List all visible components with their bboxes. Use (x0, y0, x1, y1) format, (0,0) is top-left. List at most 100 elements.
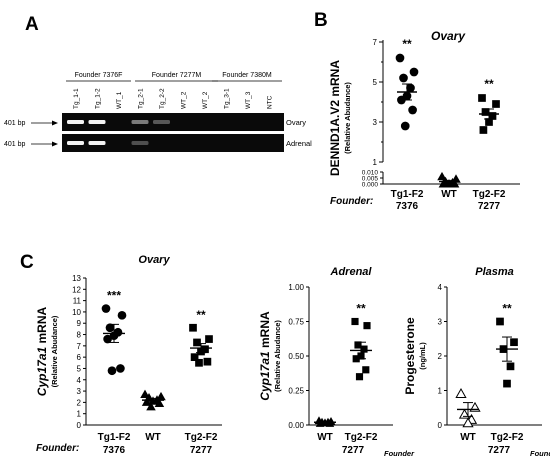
panel-a: A Founder 7376F Founder 7277M Founder 7380… (4, 14, 312, 152)
data-point (503, 379, 511, 388)
gel-band (88, 141, 106, 145)
y-axis-sublabel: (Relative Abudance) (273, 320, 282, 392)
y-tick-label: 12 (72, 285, 81, 294)
founder-label: Founder 7277M (152, 72, 202, 79)
data-point (107, 366, 117, 376)
y-tick-label: 9 (77, 319, 82, 328)
x-tick-label: Tg2-F2 (473, 189, 506, 200)
y-tick-label: 0.010 (362, 170, 379, 177)
founder-subscript: Founder (530, 449, 550, 458)
x-tick-label: WT (441, 189, 457, 200)
y-tick-label: 6 (77, 353, 82, 362)
data-point (462, 417, 474, 428)
data-point (363, 322, 371, 330)
significance-label: ** (356, 302, 366, 316)
y-tick-label: 1 (438, 387, 443, 396)
y-tick-label: 0.50 (288, 352, 304, 361)
gel-band (153, 120, 170, 124)
chart-title: Adrenal (330, 266, 373, 278)
data-point (195, 358, 203, 367)
lane-label: Tg_3-1 (224, 88, 231, 109)
significance-label: *** (107, 289, 121, 303)
panel-c-letter: C (20, 252, 34, 273)
data-point (154, 398, 165, 408)
data-point (203, 357, 212, 366)
data-point (355, 373, 364, 381)
y-tick-label: 10 (72, 308, 81, 317)
data-point (201, 345, 209, 354)
gel-strip (62, 113, 284, 131)
data-point (455, 388, 467, 398)
founder-label: Founder 7380M (222, 72, 272, 79)
x-tick-label: 7277 (190, 445, 213, 456)
data-point (193, 338, 201, 347)
y-tick-label: 0.25 (288, 387, 304, 396)
y-tick-label: 0.000 (362, 182, 379, 189)
y-tick-label: 1 (77, 410, 82, 419)
lane-label: Tg_2-2 (159, 88, 166, 109)
y-axis-label-gene: Cyp17a1 (35, 347, 49, 397)
y-axis-label-gene: Cyp17a1 (258, 351, 272, 401)
chart-title: Plasma (475, 266, 514, 278)
x-tick-label: Tg2-F2 (491, 432, 524, 443)
x-tick-label: Tg2-F2 (345, 432, 378, 443)
data-point (117, 310, 127, 320)
x-tick-label: Tg1-F2 (98, 432, 131, 443)
data-point (395, 53, 405, 63)
y-tick-label: 1 (373, 158, 378, 167)
data-point (397, 95, 406, 105)
significance-label: ** (196, 308, 206, 322)
x-tick-label: WT (460, 432, 476, 443)
x-tick-label: WT (145, 432, 161, 443)
data-point (190, 353, 199, 362)
y-tick-label: 7 (373, 38, 378, 47)
data-point (496, 317, 504, 326)
y-tick-label: 4 (438, 283, 443, 292)
data-point (481, 108, 490, 116)
data-point (141, 397, 152, 406)
lane-label: WT_2 (202, 91, 209, 109)
data-point (408, 105, 417, 115)
gel-band (131, 120, 149, 124)
data-point (360, 345, 368, 353)
arrow-head (52, 141, 58, 147)
x-tick-label: WT (317, 432, 333, 443)
data-point (105, 323, 115, 333)
founder-label: Founder 7376F (75, 72, 123, 79)
data-point (406, 83, 415, 93)
data-point (409, 67, 419, 77)
data-point (205, 335, 213, 343)
y-tick-label: 5 (373, 78, 378, 87)
panel-b-ylabel-sub: (Relative Abudance) (343, 82, 352, 154)
panel-b-founder-label: Founder: (330, 196, 373, 207)
chart-title: Ovary (138, 254, 170, 266)
y-tick-label: 0 (77, 421, 82, 430)
gel-band (88, 120, 106, 124)
data-point (506, 362, 515, 371)
y-axis-label-unit: mRNA (258, 311, 272, 351)
lane-label: Tg_1-1 (73, 88, 80, 109)
significance-label: ** (402, 37, 412, 51)
y-axis-sublabel: (ng/mL) (418, 342, 427, 370)
band-size-label: 401 bp (4, 141, 26, 148)
data-point (492, 100, 500, 108)
lane-label: Tg_2-1 (138, 88, 145, 109)
data-point (351, 317, 359, 326)
band-size-label: 401 bp (4, 120, 26, 127)
y-tick-label: 4 (77, 376, 82, 385)
data-point (146, 402, 156, 411)
y-tick-label: 11 (73, 297, 82, 306)
lane-label: Tg_1-2 (95, 88, 102, 109)
lane-label: WT_2 (181, 91, 188, 109)
founder-subscript: Founder (384, 449, 415, 458)
lane-label: WT_1 (116, 91, 123, 109)
y-tick-label: 5 (77, 364, 82, 373)
y-tick-label: 0.005 (362, 176, 379, 183)
data-point (510, 338, 518, 347)
data-point (479, 126, 488, 134)
x-tick-label: 7376 (396, 201, 419, 212)
panel-b-letter: B (314, 10, 328, 31)
panel-b-ylabel: DENND1A.V2 mRNA (328, 60, 342, 176)
gel-strip (62, 134, 284, 152)
